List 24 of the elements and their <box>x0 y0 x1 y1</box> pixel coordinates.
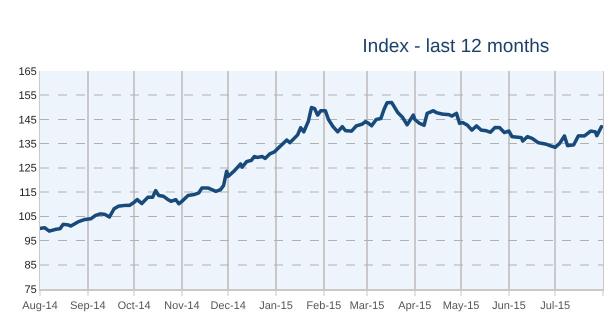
x-tick-label: Sep-14 <box>70 300 106 312</box>
x-tick-label: Jun-15 <box>492 300 526 312</box>
y-tick-label: 105 <box>18 211 37 224</box>
x-tick-label: Apr-15 <box>398 300 432 312</box>
chart-title: Index - last 12 months <box>362 36 550 58</box>
x-tick-label: Dec-14 <box>210 300 246 312</box>
x-tick-label: Jan-15 <box>259 300 293 312</box>
y-tick-label: 95 <box>24 235 37 248</box>
y-tick-label: 165 <box>18 66 37 78</box>
y-tick-label: 125 <box>18 162 37 175</box>
x-tick-label: Mar-15 <box>350 300 384 312</box>
x-tick-label: Jul-15 <box>540 300 570 312</box>
x-tick-label: Nov-14 <box>164 300 200 312</box>
y-tick-label: 85 <box>24 260 37 272</box>
y-tick-label: 115 <box>19 186 37 199</box>
y-tick-label: 145 <box>18 114 37 126</box>
y-tick-label: 135 <box>18 138 37 151</box>
y-tick-label: 75 <box>24 284 37 296</box>
x-tick-label: Aug-14 <box>22 300 58 312</box>
x-tick-label: Feb-15 <box>306 300 342 312</box>
x-tick-label: May-15 <box>442 300 480 312</box>
line-series <box>40 100 603 233</box>
y-tick-label: 155 <box>18 90 37 102</box>
x-tick-label: Oct-14 <box>118 300 151 312</box>
